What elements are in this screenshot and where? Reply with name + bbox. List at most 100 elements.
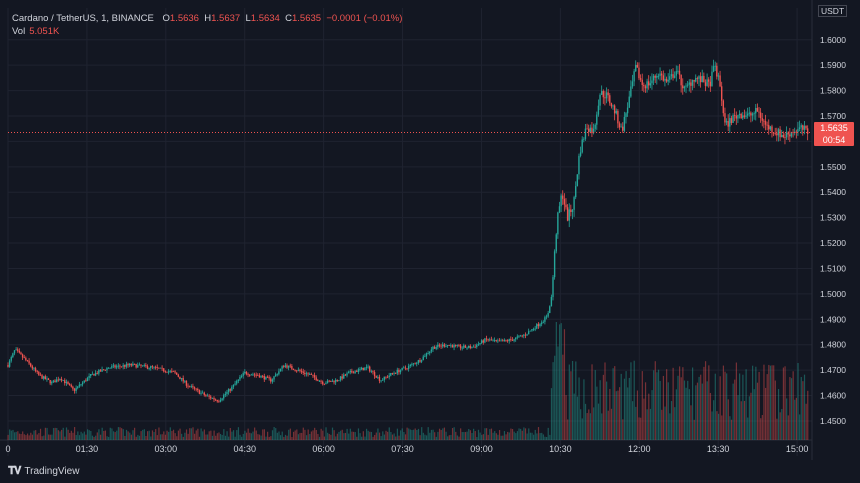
- volume-bar: [148, 430, 150, 440]
- volume-bar: [223, 429, 225, 440]
- volume-bar: [95, 435, 97, 440]
- candle-body: [669, 76, 671, 80]
- volume-bar: [226, 431, 228, 440]
- volume-bar: [734, 379, 736, 440]
- volume-bar: [557, 346, 559, 440]
- change-value: −0.0001 (−0.01%): [326, 13, 403, 24]
- volume-bar: [142, 429, 144, 440]
- candle-body: [487, 339, 489, 341]
- candle-body: [442, 344, 444, 347]
- low-value: 1.5634: [250, 13, 280, 24]
- candle-body: [443, 344, 446, 347]
- volume-label[interactable]: Vol: [12, 26, 26, 37]
- candle-body: [302, 371, 304, 373]
- candle-body: [154, 366, 157, 368]
- volume-bar: [228, 436, 230, 440]
- y-tick-label: 1.5700: [820, 111, 846, 121]
- volume-bar: [495, 433, 497, 440]
- volume-bar: [479, 432, 481, 440]
- candle-body: [708, 79, 710, 82]
- candle-body: [46, 378, 48, 380]
- volume-bar: [680, 377, 682, 440]
- volume-bar: [526, 433, 528, 440]
- symbol-title[interactable]: Cardano / TetherUS, 1, BINANCE: [12, 13, 154, 24]
- candle-body: [682, 85, 684, 89]
- candle-body: [331, 380, 334, 382]
- candle-body: [714, 65, 716, 67]
- volume-bar: [281, 431, 283, 440]
- candle-body: [432, 346, 434, 350]
- volume-bar: [124, 435, 126, 440]
- candle-body: [167, 371, 170, 373]
- volume-bar: [670, 401, 673, 440]
- tradingview-logo[interactable]: 𝐓𝐕 TradingView: [8, 465, 79, 478]
- candle-body: [454, 344, 457, 346]
- candle-body: [613, 105, 616, 114]
- volume-bar: [91, 435, 94, 440]
- candle-body: [94, 372, 97, 376]
- volume-bar: [484, 428, 486, 440]
- candle-body: [127, 364, 129, 366]
- volume-bar: [743, 400, 746, 440]
- candle-body: [65, 381, 68, 384]
- high-value: 1.5637: [211, 13, 241, 24]
- candle-body: [664, 78, 666, 81]
- candle-body: [670, 74, 673, 77]
- volume-bar: [375, 432, 377, 440]
- candle-body: [792, 132, 794, 133]
- candle-body: [49, 379, 51, 384]
- candle-body: [644, 86, 647, 89]
- candle-body: [701, 75, 703, 83]
- y-tick-label: 1.5400: [820, 187, 846, 197]
- candle-body: [33, 368, 35, 370]
- candle-body: [583, 138, 585, 140]
- volume-bar: [119, 427, 121, 440]
- volume-bar: [787, 415, 789, 440]
- volume-bar: [70, 430, 72, 440]
- candle-body: [795, 131, 798, 133]
- volume-bar: [202, 431, 204, 440]
- candle-body: [597, 105, 600, 115]
- volume-bar: [98, 429, 100, 440]
- candle-body: [448, 345, 450, 346]
- candle-body: [141, 365, 144, 367]
- candle-body: [12, 353, 14, 358]
- volume-bar: [181, 433, 183, 440]
- candle-body: [321, 381, 324, 384]
- volume-bar: [304, 429, 306, 440]
- candle-body: [219, 400, 222, 402]
- candle-body: [239, 376, 241, 380]
- candle-body: [518, 335, 520, 337]
- candle-body: [643, 84, 645, 87]
- volume-bar: [711, 411, 713, 440]
- candle-body: [631, 81, 634, 87]
- candle-body: [451, 345, 454, 348]
- volume-bar: [382, 431, 384, 440]
- candle-body: [479, 343, 481, 345]
- volume-bar: [301, 432, 303, 440]
- volume-bar: [429, 432, 431, 440]
- candle-body: [85, 380, 87, 382]
- candle-body: [258, 375, 261, 378]
- volume-bar: [445, 431, 447, 440]
- volume-bar: [207, 434, 209, 440]
- volume-bar: [385, 430, 387, 440]
- candle-body: [398, 369, 400, 373]
- volume-bar: [547, 427, 549, 440]
- x-tick-label: 07:30: [391, 444, 414, 454]
- volume-bar: [335, 436, 337, 440]
- candle-body: [513, 339, 515, 341]
- y-tick-label: 1.4600: [820, 391, 846, 401]
- volume-bar: [709, 392, 712, 440]
- volume-bar: [560, 323, 562, 440]
- candle-body: [542, 321, 544, 323]
- volume-bar: [487, 434, 489, 440]
- candle-body: [211, 398, 214, 399]
- volume-bar: [786, 398, 788, 440]
- candle-body: [787, 132, 789, 135]
- candle-body: [198, 390, 201, 394]
- candle-body: [83, 380, 85, 383]
- y-tick-label: 1.5100: [820, 263, 846, 273]
